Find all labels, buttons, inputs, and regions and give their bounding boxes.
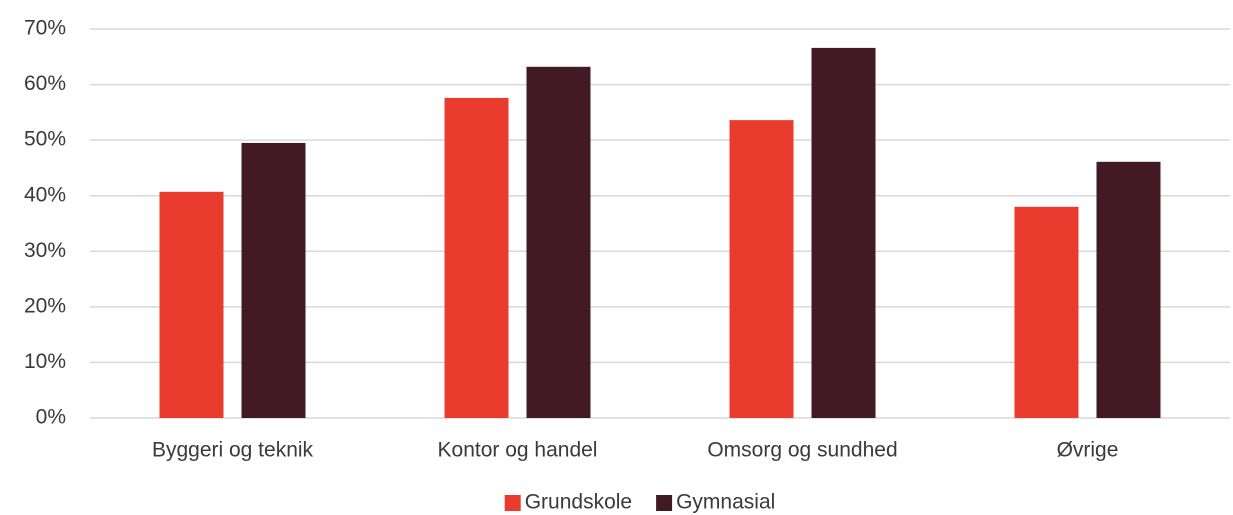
y-tick-label: 50% (24, 128, 66, 151)
bar (241, 142, 306, 418)
x-tick-label: Byggeri og teknik (152, 439, 314, 462)
y-tick-label: 70% (24, 17, 66, 40)
bar (1096, 161, 1161, 418)
bar (811, 47, 876, 418)
legend-label: Grundskole (525, 491, 632, 514)
x-tick-label: Øvrige (1057, 439, 1119, 462)
bar (159, 191, 224, 418)
legend-label: Gymnasial (676, 491, 775, 514)
legend-swatch (504, 495, 521, 511)
bar (729, 120, 794, 418)
bar (1014, 206, 1079, 418)
bar (526, 66, 591, 418)
legend-swatch (656, 495, 673, 511)
x-tick-label: Kontor og handel (438, 439, 598, 462)
y-tick-label: 0% (36, 406, 66, 429)
y-tick-label: 30% (24, 239, 66, 262)
bar (444, 97, 509, 418)
y-tick-label: 60% (24, 72, 66, 95)
y-tick-label: 40% (24, 183, 66, 206)
y-tick-label: 20% (24, 294, 66, 317)
y-tick-label: 10% (24, 350, 66, 373)
x-tick-label: Omsorg og sundhed (707, 439, 897, 462)
